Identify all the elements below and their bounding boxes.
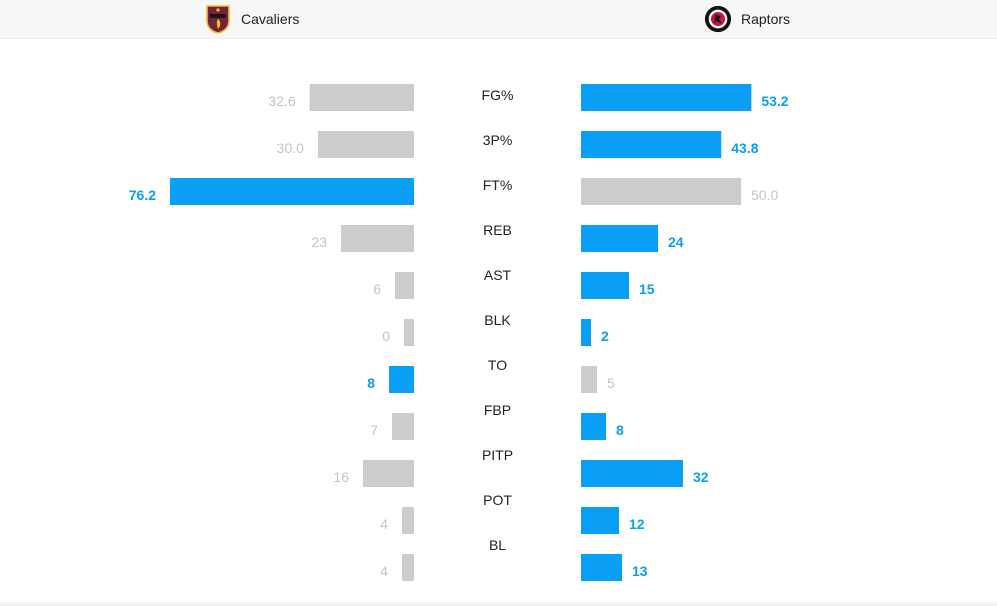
home-value-label: 23 xyxy=(311,234,327,250)
home-value-label: 8 xyxy=(367,375,375,391)
away-bar xyxy=(581,554,622,581)
raptors-logo-icon xyxy=(704,5,732,33)
home-bar xyxy=(392,413,414,440)
home-bar xyxy=(404,319,414,346)
home-value-label: 7 xyxy=(370,422,378,438)
away-bar xyxy=(581,507,619,534)
home-bar xyxy=(341,225,414,252)
teams-header: Cavaliers Raptors xyxy=(0,0,997,39)
away-value-label: 8 xyxy=(616,422,624,438)
home-value-label: 4 xyxy=(380,563,388,579)
away-bar xyxy=(581,319,591,346)
home-bar xyxy=(309,84,414,111)
away-bar xyxy=(581,225,658,252)
away-value-label: 5 xyxy=(607,375,615,391)
category-label: BLK xyxy=(484,312,511,328)
away-bar xyxy=(581,178,742,205)
away-bar xyxy=(581,366,597,393)
away-value-label: 24 xyxy=(668,234,684,250)
home-bar xyxy=(402,554,414,581)
home-bar xyxy=(317,131,414,158)
away-value-label: 43.8 xyxy=(731,140,758,156)
category-label: FG% xyxy=(482,87,514,103)
home-value-label: 0 xyxy=(382,328,390,344)
home-value-label: 32.6 xyxy=(268,93,295,109)
category-label: BL xyxy=(489,537,506,553)
away-value-label: 12 xyxy=(629,516,645,532)
away-value-label: 32 xyxy=(693,469,709,485)
home-bar xyxy=(363,460,414,487)
category-label: AST xyxy=(484,267,512,283)
home-value-label: 76.2 xyxy=(129,187,156,203)
team-away: Raptors xyxy=(704,0,790,38)
category-label: POT xyxy=(483,492,512,508)
home-value-label: 4 xyxy=(380,516,388,532)
home-bar xyxy=(395,272,414,299)
home-bar xyxy=(389,366,414,393)
category-label: FBP xyxy=(484,402,511,418)
category-label: FT% xyxy=(483,177,513,193)
category-label: TO xyxy=(488,357,507,373)
away-bar xyxy=(581,131,722,158)
home-value-label: 6 xyxy=(373,281,381,297)
category-label: REB xyxy=(483,222,512,238)
category-label: PITP xyxy=(482,447,513,463)
away-team-name: Raptors xyxy=(741,11,791,27)
home-team-name: Cavaliers xyxy=(241,11,300,27)
home-value-label: 30.0 xyxy=(277,140,304,156)
home-bar xyxy=(170,178,414,205)
category-label: 3P% xyxy=(483,132,513,148)
away-value-label: 53.2 xyxy=(761,93,788,109)
bottom-divider xyxy=(0,600,997,606)
away-bar xyxy=(581,272,629,299)
away-bar xyxy=(581,413,606,440)
away-bar xyxy=(581,460,683,487)
home-bar xyxy=(402,507,414,534)
team-home: Cavaliers xyxy=(204,0,299,38)
cavaliers-logo-icon xyxy=(204,5,232,34)
away-value-label: 13 xyxy=(632,563,648,579)
away-value-label: 50.0 xyxy=(751,187,778,203)
away-bar xyxy=(581,84,752,111)
away-value-label: 2 xyxy=(601,328,609,344)
away-value-label: 15 xyxy=(639,281,655,297)
home-value-label: 16 xyxy=(333,469,349,485)
